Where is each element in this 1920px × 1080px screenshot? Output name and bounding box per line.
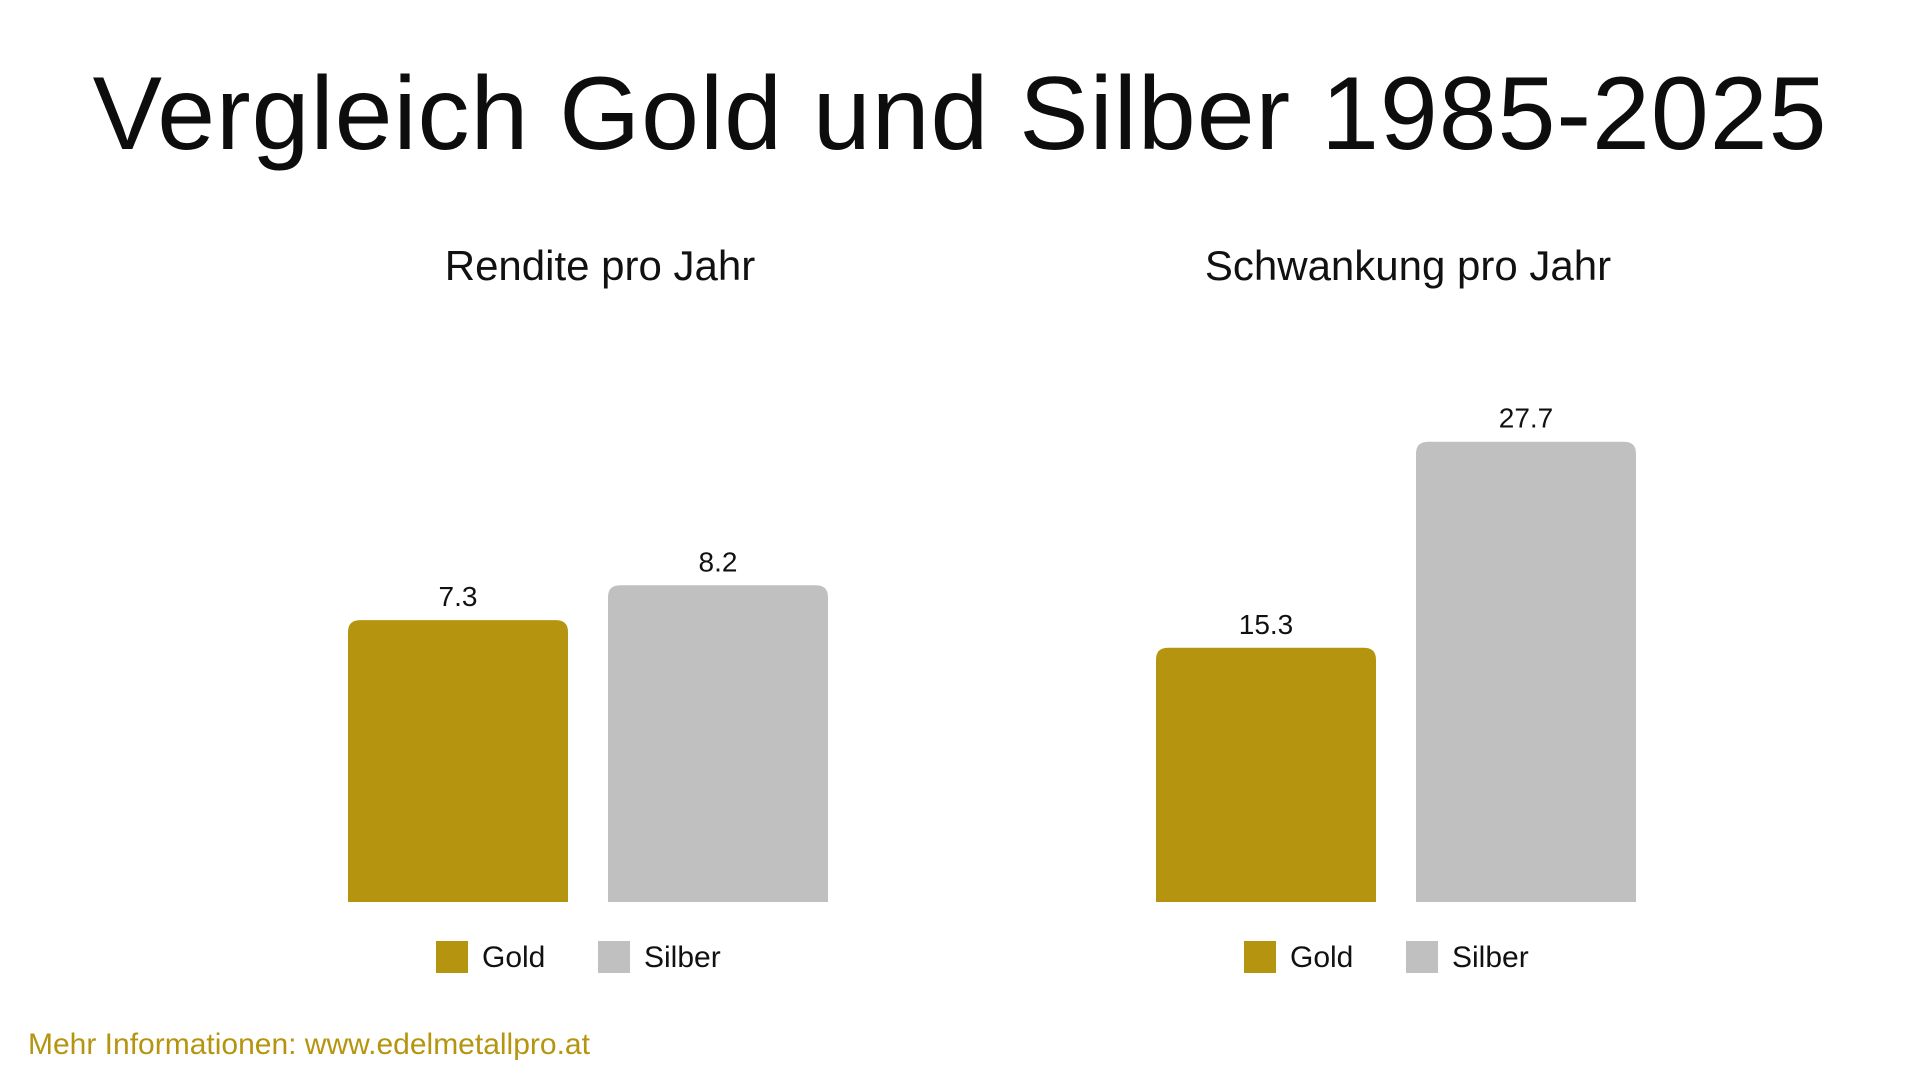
legend-label-rendite-gold: Gold [482, 941, 545, 974]
legend-swatch-rendite-gold [436, 941, 468, 973]
legend-swatch-schwankung-gold [1244, 941, 1276, 973]
legend-label-schwankung-silber: Silber [1452, 941, 1529, 974]
data-label-rendite-silber: 8.2 [699, 546, 738, 577]
legend-swatch-rendite-silber [598, 941, 630, 973]
data-label-schwankung-silber: 27.7 [1499, 403, 1554, 434]
data-label-rendite-gold: 7.3 [439, 581, 478, 612]
data-label-schwankung-gold: 15.3 [1239, 609, 1294, 640]
chart-title-rendite: Rendite pro Jahr [445, 242, 756, 289]
legend-swatch-schwankung-silber [1406, 941, 1438, 973]
bar-rendite-gold [348, 620, 568, 902]
chart-title-schwankung: Schwankung pro Jahr [1205, 242, 1611, 289]
legend-label-schwankung-gold: Gold [1290, 941, 1353, 974]
page-title: Vergleich Gold und Silber 1985-2025 [92, 56, 1828, 172]
bar-schwankung-silber [1416, 441, 1636, 902]
bar-schwankung-gold [1156, 647, 1376, 902]
bar-rendite-silber [608, 585, 828, 902]
legend-label-rendite-silber: Silber [644, 941, 721, 974]
footer-link[interactable]: Mehr Informationen: www.edelmetallpro.at [28, 1028, 590, 1061]
